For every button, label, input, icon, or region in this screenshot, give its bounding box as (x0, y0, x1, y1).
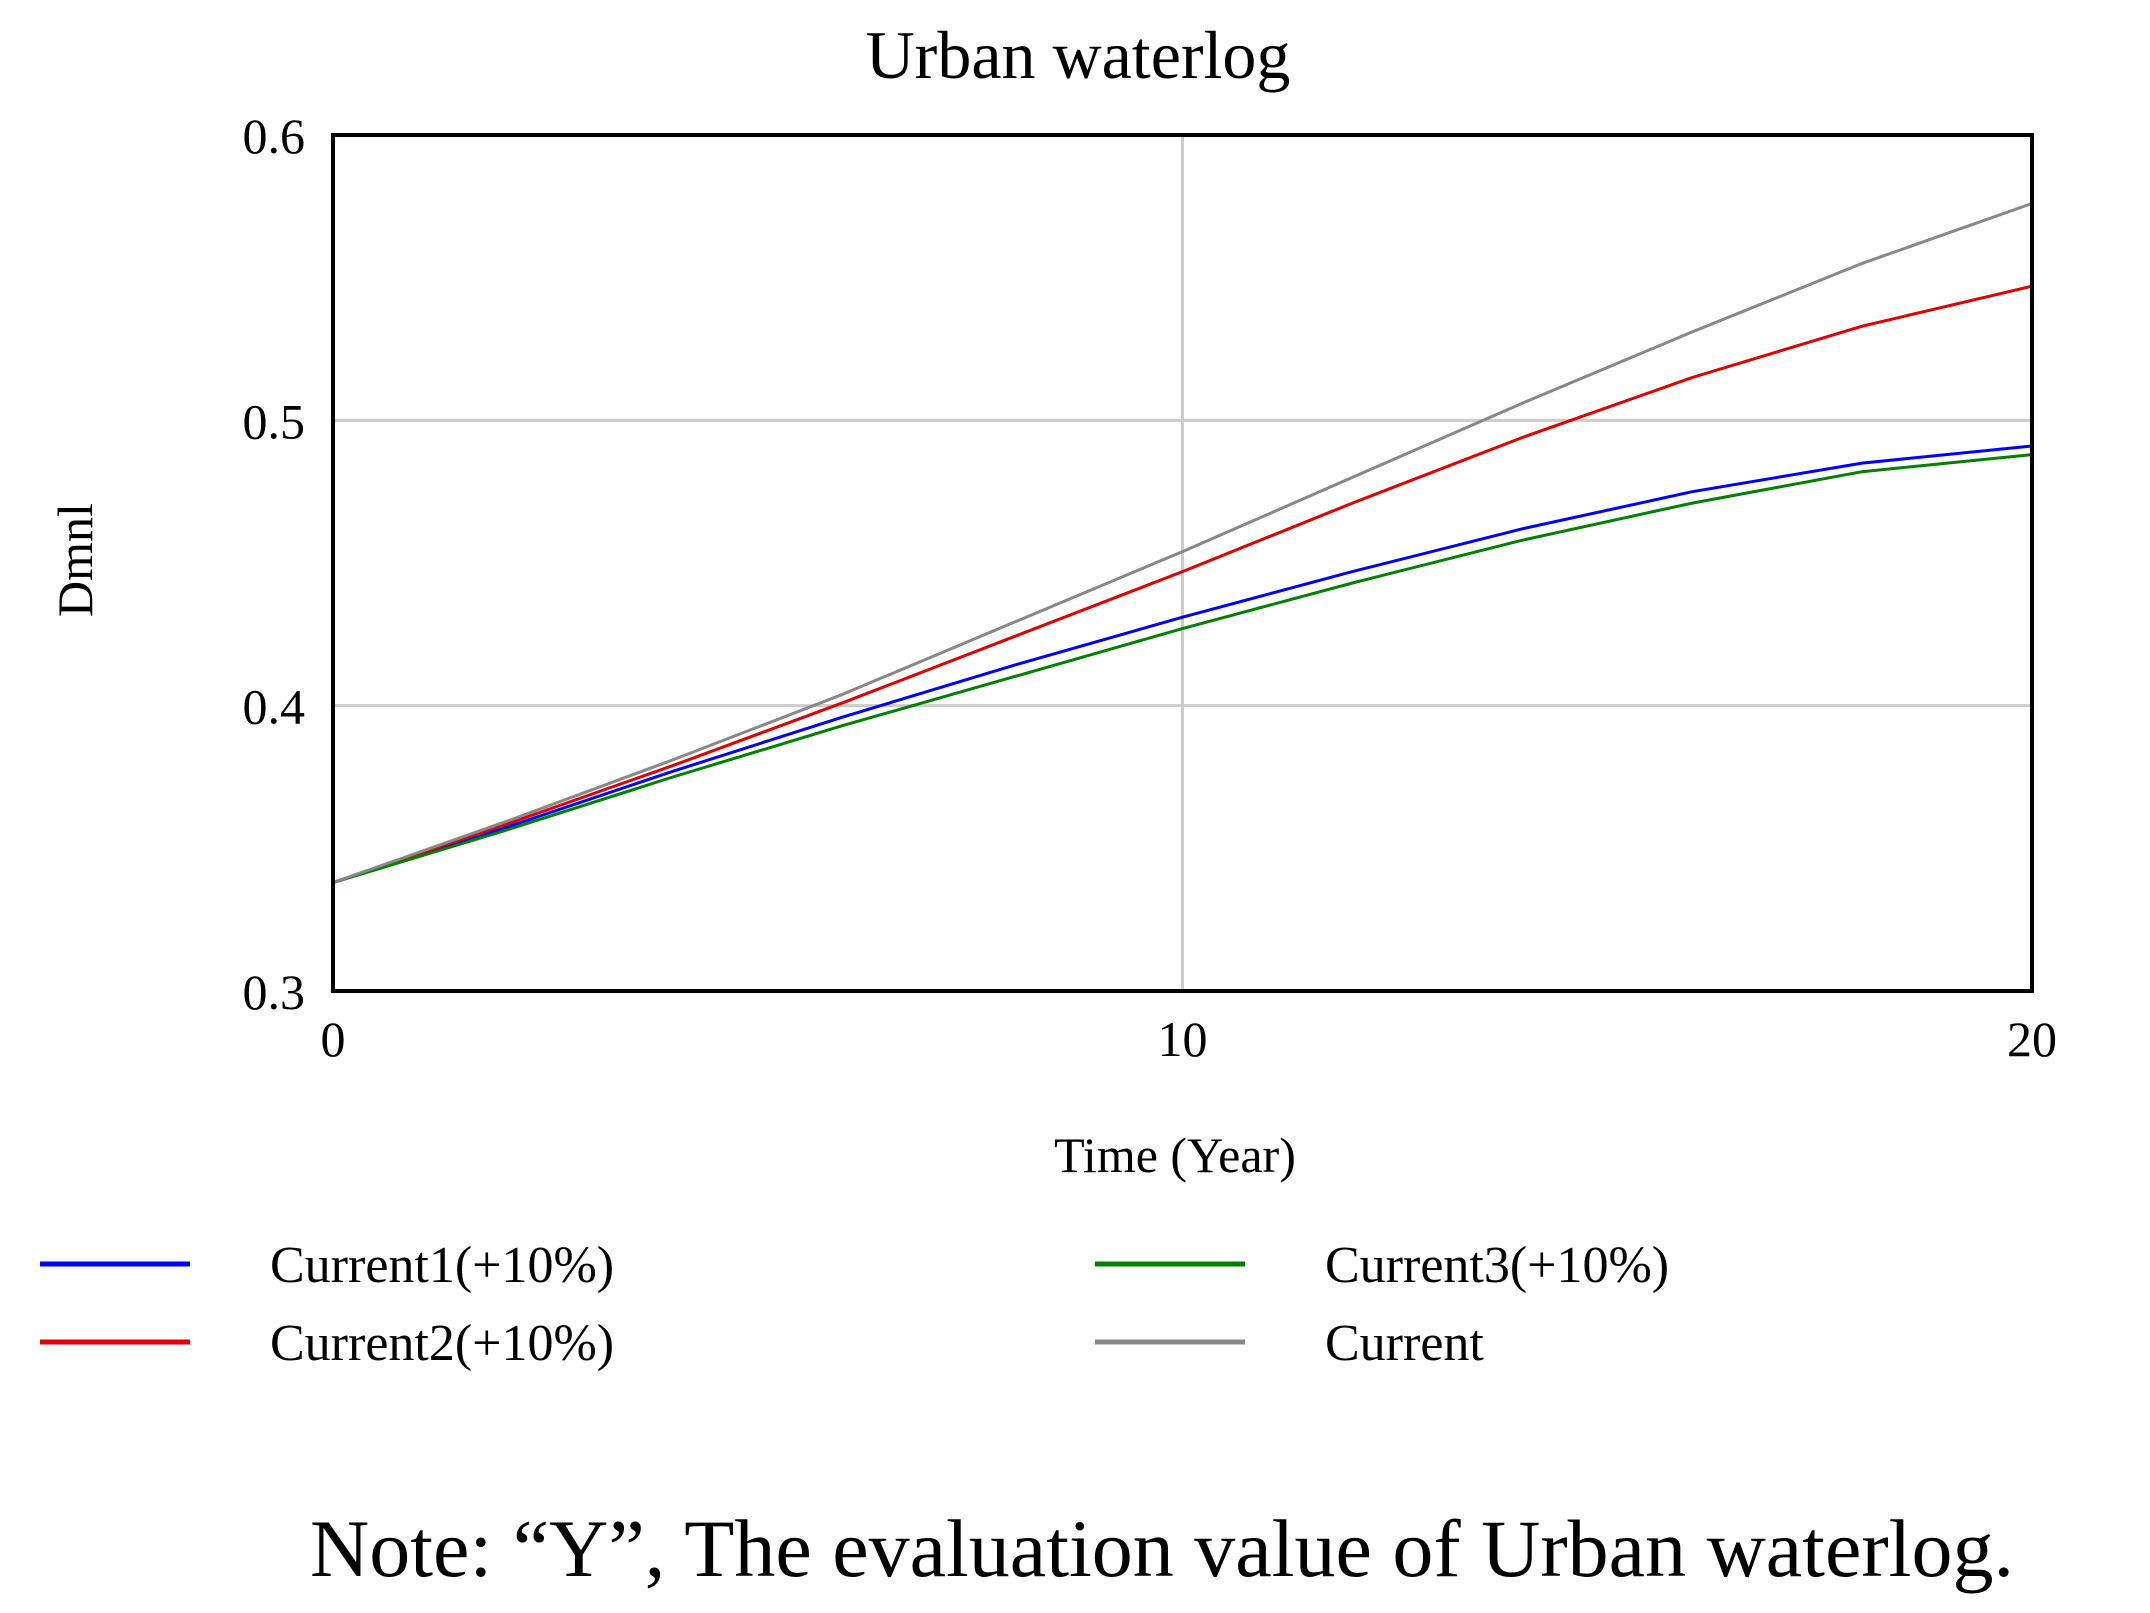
legend-label: Current3(+10%) (1325, 1237, 1669, 1294)
x-axis-ticks: 0 10 20 (321, 1011, 2058, 1067)
y-tick-label: 0.4 (243, 679, 306, 735)
y-axis-ticks: 0.6 0.5 0.4 0.3 (243, 108, 306, 1020)
y-tick-label: 0.6 (243, 108, 306, 164)
legend-label: Current1(+10%) (270, 1237, 614, 1294)
y-axis-label: Dmnl (47, 503, 103, 617)
legend-item-4: Current (1095, 1315, 1484, 1372)
chart-title: Urban waterlog (866, 17, 1291, 93)
legend-item-3: Current3(+10%) (1095, 1237, 1669, 1294)
gridlines (333, 135, 2032, 991)
series-line-4 (331, 202, 2034, 885)
figure-note: Note: “Y”, The evaluation value of Urban… (310, 1503, 2014, 1594)
x-tick-label: 10 (1158, 1011, 1208, 1067)
series-line-1 (331, 444, 2034, 885)
legend: Current1(+10%) Current2(+10%) Current3(+10… (40, 1237, 1669, 1372)
series-lines (331, 202, 2034, 885)
y-tick-label: 0.3 (243, 964, 306, 1020)
x-tick-label: 20 (2007, 1011, 2057, 1067)
legend-label: Current (1325, 1315, 1484, 1372)
legend-label: Current2(+10%) (270, 1315, 614, 1372)
legend-item-1: Current1(+10%) (40, 1237, 614, 1294)
y-tick-label: 0.5 (243, 393, 306, 449)
x-axis-label: Time (Year) (1054, 1127, 1296, 1183)
series-line-2 (331, 284, 2034, 885)
x-tick-label: 0 (321, 1011, 346, 1067)
legend-item-2: Current2(+10%) (40, 1315, 614, 1372)
series-line-3 (331, 453, 2034, 885)
plot-area-frame (331, 133, 2034, 993)
